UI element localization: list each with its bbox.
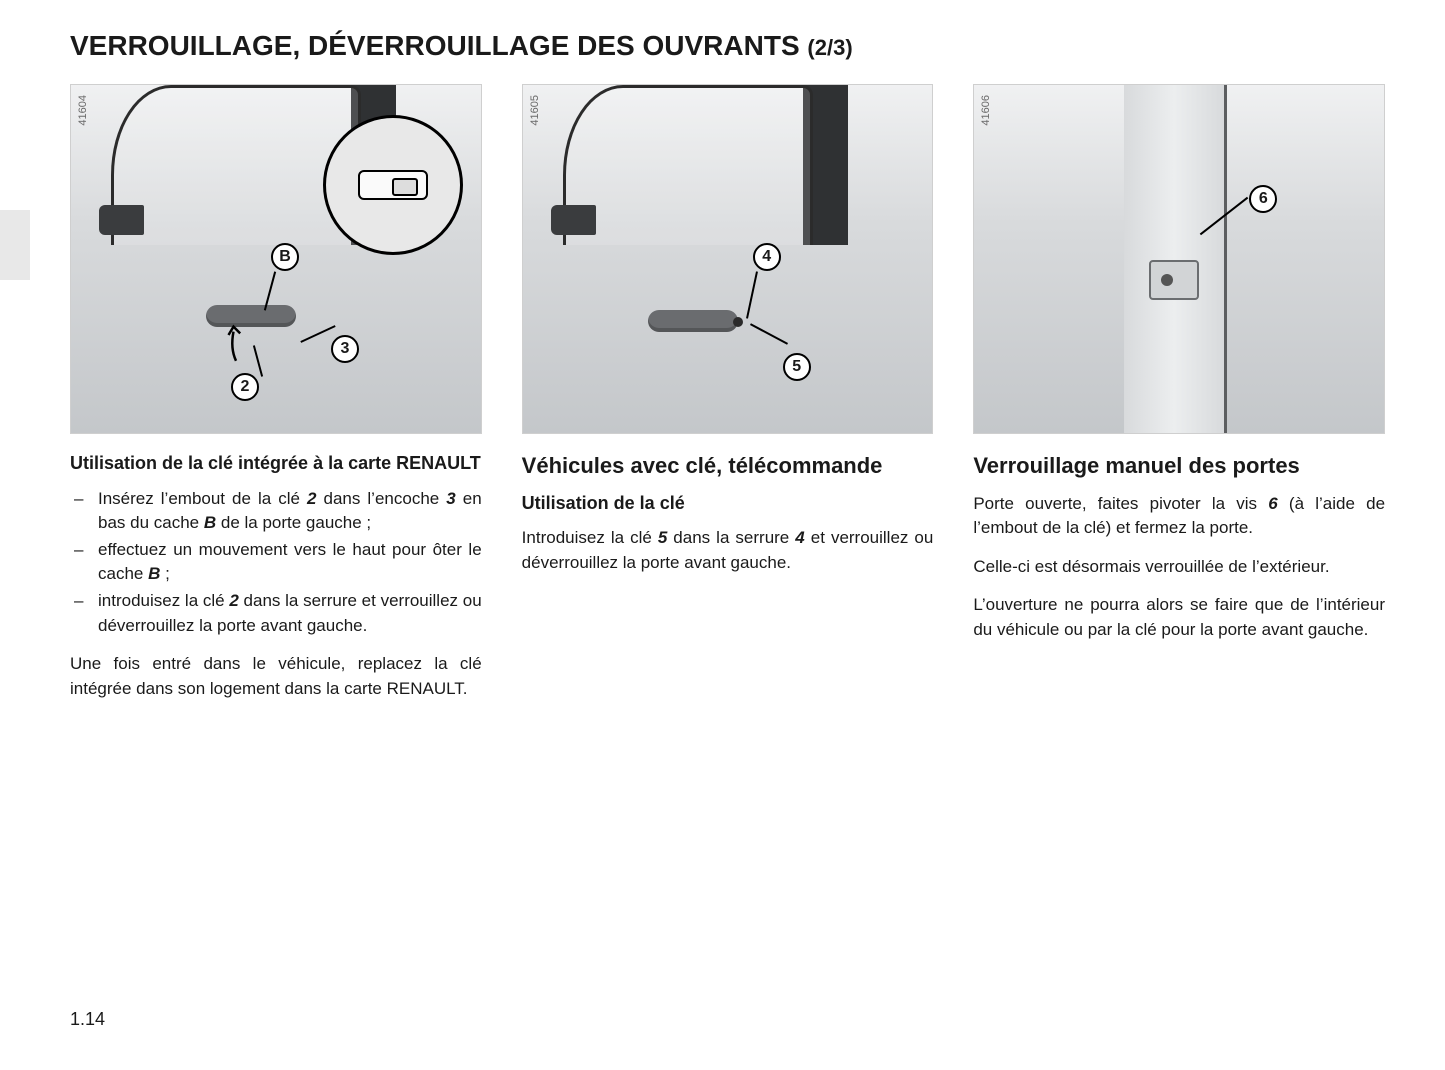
- text-fragment: ;: [160, 564, 169, 583]
- figure-id: 41605: [529, 95, 541, 126]
- page-number: 1.14: [70, 1009, 105, 1030]
- col1-bullets: – Insérez l’embout de la clé 2 dans l’en…: [70, 487, 482, 639]
- figure-id: 41604: [77, 95, 89, 126]
- bullet-dash: –: [70, 538, 98, 587]
- columns: 41604 B 3 2 Utilisation de la clé intégr…: [70, 84, 1385, 716]
- side-mirror: [551, 205, 596, 235]
- bullet-text: effectuez un mouvement vers le haut pour…: [98, 538, 482, 587]
- col3-paragraph-2: Celle-ci est désormais verrouillée de l’…: [973, 555, 1385, 580]
- text-fragment: dans la serrure: [667, 528, 795, 547]
- bullet-dash: –: [70, 487, 98, 536]
- callout-5: 5: [783, 353, 811, 381]
- ref-number: 3: [446, 489, 455, 508]
- col2-subheading: Utilisation de la clé: [522, 492, 934, 515]
- callout-6: 6: [1249, 185, 1277, 213]
- col3-paragraph-3: L’ouverture ne pourra alors se faire que…: [973, 593, 1385, 642]
- column-2: 41605 4 5 Véhicules avec clé, télécomman…: [522, 84, 934, 716]
- door-edge: [1224, 85, 1227, 433]
- bullet-text: Insérez l’embout de la clé 2 dans l’enco…: [98, 487, 482, 536]
- callout-2: 2: [231, 373, 259, 401]
- callout-B: B: [271, 243, 299, 271]
- leader-line: [750, 323, 788, 344]
- inset-detail: [323, 115, 463, 255]
- list-item: – Insérez l’embout de la clé 2 dans l’en…: [70, 487, 482, 536]
- text-fragment: Porte ouverte, faites pivoter la vis: [973, 494, 1268, 513]
- figure-2: 41605 4 5: [522, 84, 934, 434]
- text-fragment: Introduisez la clé: [522, 528, 658, 547]
- figure-1: 41604 B 3 2: [70, 84, 482, 434]
- door-jamb: [1124, 85, 1224, 433]
- col2-heading: Véhicules avec clé, télécommande: [522, 452, 934, 480]
- ref-letter: B: [204, 513, 216, 532]
- title-main: VERROUILLAGE, DÉVERROUILLAGE DES OUVRANT…: [70, 30, 807, 61]
- col2-paragraph: Introduisez la clé 5 dans la serrure 4 e…: [522, 526, 934, 575]
- ref-letter: B: [148, 564, 160, 583]
- ref-number: 6: [1268, 494, 1277, 513]
- text-fragment: de la porte gauche ;: [216, 513, 371, 532]
- ref-number: 5: [658, 528, 667, 547]
- col1-subheading: Utilisation de la clé intégrée à la cart…: [70, 452, 482, 475]
- leader-line: [746, 271, 758, 318]
- ref-number: 2: [229, 591, 238, 610]
- leader-line: [300, 325, 335, 343]
- key-slot-icon: [358, 170, 428, 200]
- door-window: [563, 85, 813, 245]
- title-sub: (2/3): [807, 35, 852, 60]
- figure-3: 41606 6: [973, 84, 1385, 434]
- side-mirror: [99, 205, 144, 235]
- page-title: VERROUILLAGE, DÉVERROUILLAGE DES OUVRANT…: [70, 30, 1385, 62]
- callout-3: 3: [331, 335, 359, 363]
- list-item: – introduisez la clé 2 dans la serrure e…: [70, 589, 482, 638]
- door-latch-icon: [1149, 260, 1199, 300]
- col3-paragraph-1: Porte ouverte, faites pivoter la vis 6 (…: [973, 492, 1385, 541]
- ref-number: 4: [795, 528, 804, 547]
- list-item: – effectuez un mouvement vers le haut po…: [70, 538, 482, 587]
- arrow-up-icon: [221, 315, 251, 365]
- text-fragment: Insérez l’embout de la clé: [98, 489, 307, 508]
- door-window: [111, 85, 361, 245]
- bullet-text: introduisez la clé 2 dans la serrure et …: [98, 589, 482, 638]
- keyhole-icon: [733, 317, 743, 327]
- column-3: 41606 6 Verrouillage manuel des portes P…: [973, 84, 1385, 716]
- col3-heading: Verrouillage manuel des portes: [973, 452, 1385, 480]
- column-1: 41604 B 3 2 Utilisation de la clé intégr…: [70, 84, 482, 716]
- figure-id: 41606: [980, 95, 992, 126]
- leader-line: [253, 345, 263, 376]
- text-fragment: dans l’encoche: [316, 489, 446, 508]
- side-tab: [0, 210, 30, 280]
- door-handle: [648, 310, 738, 332]
- bullet-dash: –: [70, 589, 98, 638]
- text-fragment: introduisez la clé: [98, 591, 229, 610]
- door-handle: [206, 305, 296, 327]
- callout-4: 4: [753, 243, 781, 271]
- col1-paragraph: Une fois entré dans le véhicule, replace…: [70, 652, 482, 701]
